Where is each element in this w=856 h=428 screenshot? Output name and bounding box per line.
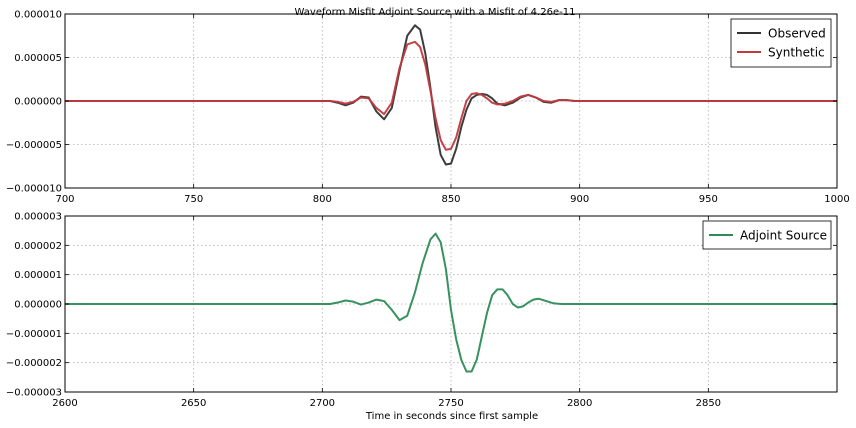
x-tick-label: 2600 xyxy=(52,398,77,409)
x-axis-label: Time in seconds since first sample xyxy=(365,411,538,422)
y-tick-label: −0.000001 xyxy=(6,329,62,340)
adjoint-panel: 2600 2650 2700 2750 2800 2850 −0.000003 −0.0000… xyxy=(6,212,838,409)
y-tick-label: 0.000000 xyxy=(14,300,62,311)
y-tick-label: 0.000002 xyxy=(14,241,62,252)
x-tick-label: 950 xyxy=(699,194,718,205)
legend: Observed Synthetic xyxy=(730,18,832,68)
y-tick-label: −0.000003 xyxy=(6,388,62,399)
y-tick-label: 0.000010 xyxy=(14,10,62,21)
x-tick-label: 2800 xyxy=(567,398,592,409)
x-tick-label: 2750 xyxy=(438,398,463,409)
series-line-adjoint-source xyxy=(65,232,837,373)
y-tick-label: 0.000005 xyxy=(14,53,62,64)
x-tick-label: 2650 xyxy=(181,398,206,409)
y-tick-label: 0.000000 xyxy=(14,97,62,108)
x-tick-label: 700 xyxy=(55,194,74,205)
legend-box xyxy=(730,18,832,68)
legend-label: Synthetic xyxy=(768,46,825,60)
figure-title: Waveform Misfit Adjoint Source with a Mi… xyxy=(295,7,576,18)
waveform-panel: 700 750 800 850 900 950 1000 −0.000010 −0.000005… xyxy=(6,10,850,206)
x-tick-label: 2700 xyxy=(310,398,335,409)
y-tick-label: 0.000003 xyxy=(14,212,62,223)
legend-label: Observed xyxy=(768,27,826,41)
x-tick-label: 850 xyxy=(441,194,460,205)
legend: Adjoint Source xyxy=(702,220,832,250)
x-tick-label: 1000 xyxy=(824,194,849,205)
series-line-synthetic xyxy=(65,40,837,151)
x-tick-label: 750 xyxy=(184,194,203,205)
x-tick-label: 800 xyxy=(313,194,332,205)
y-tick-label: −0.000002 xyxy=(6,358,62,369)
y-tick-label: −0.000010 xyxy=(6,184,62,195)
y-tick-label: −0.000005 xyxy=(6,140,62,151)
legend-label: Adjoint Source xyxy=(740,229,827,243)
y-tick-label: 0.000001 xyxy=(14,270,62,281)
x-tick-label: 2850 xyxy=(696,398,721,409)
x-tick-label: 900 xyxy=(570,194,589,205)
